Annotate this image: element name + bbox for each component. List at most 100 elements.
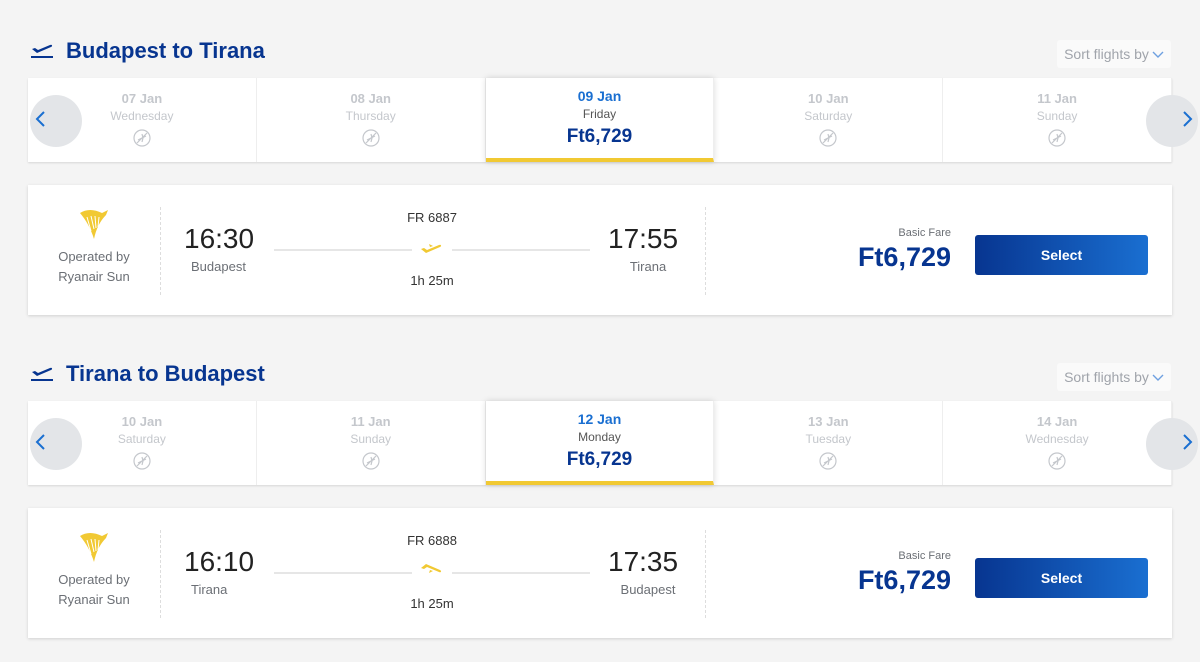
date-option[interactable]: 08 Jan Thursday <box>257 78 486 162</box>
chevron-left-icon <box>34 433 46 456</box>
sort-flights-dropdown[interactable]: Sort flights by <box>1057 40 1171 68</box>
departure-city: Tirana <box>191 582 228 597</box>
weekday-label: Saturday <box>804 109 853 123</box>
plane-departure-icon <box>30 38 54 64</box>
no-flights-icon <box>133 129 151 147</box>
no-flights-icon <box>1048 452 1066 470</box>
operator-info: Operated by Ryanair Sun <box>28 530 160 610</box>
no-flights-icon <box>362 129 380 147</box>
weekday-label: Sunday <box>350 432 392 446</box>
ryanair-logo-icon <box>28 530 160 570</box>
flight-duration: 1h 25m <box>410 273 454 288</box>
chevron-down-icon <box>1152 369 1164 385</box>
operator-name: Ryanair Sun <box>58 269 130 284</box>
plane-departure-icon <box>30 361 54 387</box>
next-dates-button[interactable] <box>1146 95 1198 147</box>
date-carousel: 10 Jan Saturday 11 Jan Sunday 12 Jan Mon… <box>28 401 1198 485</box>
weekday-label: Saturday <box>117 432 166 446</box>
date-label: 12 Jan <box>577 411 622 427</box>
chevron-down-icon <box>1152 46 1164 62</box>
fare-price: Ft6,729 <box>857 565 951 595</box>
section-heading: Tirana to Budapest <box>30 361 265 387</box>
date-label: 13 Jan <box>808 414 849 429</box>
chevron-left-icon <box>34 110 46 133</box>
divider <box>705 207 706 295</box>
flight-number: FR 6888 <box>407 533 457 548</box>
chevron-right-icon <box>1182 110 1194 133</box>
no-flights-icon <box>819 129 837 147</box>
no-flights-icon <box>819 452 837 470</box>
date-carousel: 07 Jan Wednesday 08 Jan Thursday 09 Jan … <box>28 78 1198 162</box>
departure-time: 16:10 <box>184 546 255 577</box>
date-option[interactable]: 10 Jan Saturday <box>714 78 944 162</box>
route-line <box>274 572 412 574</box>
weekday-label: Friday <box>582 107 617 121</box>
sort-label: Sort flights by <box>1064 46 1149 62</box>
date-option[interactable]: 10 Jan Saturday <box>28 401 257 485</box>
date-label: 10 Jan <box>121 414 163 429</box>
date-label: 11 Jan <box>350 414 391 429</box>
operated-by-label: Operated by <box>58 249 130 264</box>
no-flights-icon <box>133 452 151 470</box>
sort-flights-dropdown[interactable]: Sort flights by <box>1057 363 1171 391</box>
date-option[interactable]: 14 Jan Wednesday <box>943 401 1172 485</box>
date-label: 10 Jan <box>808 91 849 106</box>
sort-label: Sort flights by <box>1064 369 1149 385</box>
date-label: 09 Jan <box>577 88 622 104</box>
weekday-label: Wednesday <box>1025 432 1089 446</box>
date-price: Ft6,729 <box>566 449 633 470</box>
divider <box>705 530 706 618</box>
previous-dates-button[interactable] <box>30 418 82 470</box>
route-line <box>452 572 590 574</box>
section-title: Tirana to Budapest <box>66 361 265 386</box>
operated-by-label: Operated by <box>58 572 130 587</box>
flight-card[interactable]: Operated by Ryanair Sun 16:30 Budapest FR… <box>28 185 1172 315</box>
arrival-city: Budapest <box>620 582 676 597</box>
previous-dates-button[interactable] <box>30 95 82 147</box>
date-option[interactable]: 13 Jan Tuesday <box>714 401 944 485</box>
plane-icon <box>420 240 444 259</box>
date-option[interactable]: 09 Jan Friday Ft6,729 <box>485 78 715 162</box>
arrival-city: Tirana <box>629 259 667 274</box>
date-option[interactable]: 11 Jan Sunday <box>943 78 1172 162</box>
arrival-time: 17:35 <box>608 546 679 577</box>
flight-section-1: Tirana to Budapest Sort flights by 10 Ja… <box>0 353 1200 653</box>
no-flights-icon <box>1048 129 1066 147</box>
fare-type-label: Basic Fare <box>898 227 951 239</box>
next-dates-button[interactable] <box>1146 418 1198 470</box>
date-option[interactable]: 12 Jan Monday Ft6,729 <box>485 401 715 485</box>
divider <box>160 207 161 295</box>
operator-info: Operated by Ryanair Sun <box>28 207 160 287</box>
date-label: 08 Jan <box>350 91 391 106</box>
select-flight-button[interactable]: Select <box>975 235 1148 275</box>
date-label: 14 Jan <box>1036 414 1078 429</box>
flight-duration: 1h 25m <box>410 596 454 611</box>
arrival-time: 17:55 <box>608 223 679 254</box>
ryanair-logo-icon <box>28 207 160 247</box>
plane-icon <box>420 563 444 582</box>
route-line <box>274 249 412 251</box>
select-flight-button[interactable]: Select <box>975 558 1148 598</box>
departure-city: Budapest <box>191 259 246 274</box>
operator-name: Ryanair Sun <box>58 592 130 607</box>
fare-price: Ft6,729 <box>857 242 951 272</box>
date-label: 07 Jan <box>121 91 163 106</box>
date-option[interactable]: 11 Jan Sunday <box>257 401 486 485</box>
date-label: 11 Jan <box>1037 91 1077 106</box>
weekday-label: Sunday <box>1036 109 1078 123</box>
route-line <box>452 249 590 251</box>
weekday-label: Tuesday <box>805 432 852 446</box>
weekday-label: Wednesday <box>110 109 174 123</box>
date-option[interactable]: 07 Jan Wednesday <box>28 78 257 162</box>
flight-section-0: Budapest to Tirana Sort flights by 07 Ja… <box>0 30 1200 330</box>
divider <box>160 530 161 618</box>
date-price: Ft6,729 <box>566 126 633 147</box>
weekday-label: Monday <box>578 430 621 444</box>
no-flights-icon <box>362 452 380 470</box>
flight-number: FR 6887 <box>407 210 457 225</box>
chevron-right-icon <box>1182 433 1194 456</box>
departure-time: 16:30 <box>184 223 255 254</box>
flight-card[interactable]: Operated by Ryanair Sun 16:10 Tirana FR 6… <box>28 508 1172 638</box>
weekday-label: Thursday <box>345 109 396 123</box>
fare-type-label: Basic Fare <box>898 550 951 562</box>
